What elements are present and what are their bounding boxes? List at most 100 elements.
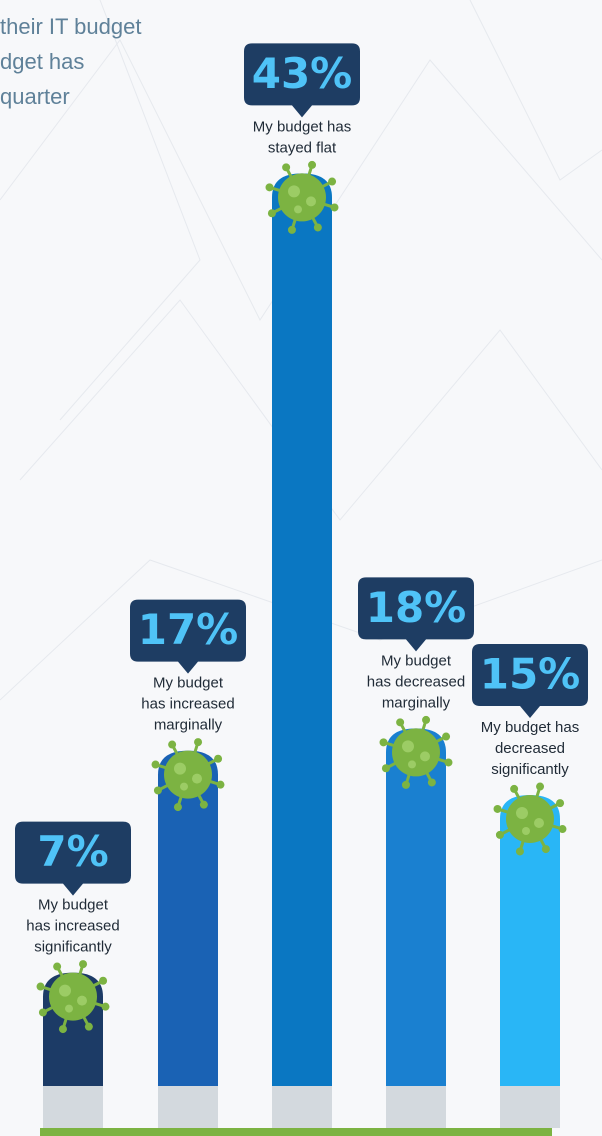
value-callout [15,821,131,896]
virus-knob [53,962,62,971]
virus-knob [536,782,545,791]
virus-knob [330,203,339,212]
virus-knob [313,223,322,232]
virus-icon [151,738,225,812]
virus-knob [214,754,223,763]
virus-knob [99,976,108,985]
virus-knob [328,177,337,186]
virus-icon [379,715,453,789]
virus-knob [84,1022,93,1031]
category-label: My budget [381,652,452,669]
virus-knob [194,738,203,747]
virus-spot [420,751,430,762]
virus-spot [65,1004,73,1013]
category-label: has decreased [367,673,465,690]
virus-knob [401,780,410,789]
virus-knob [381,764,390,773]
virus-knob [101,1002,110,1011]
virus-knob [267,209,276,218]
category-label: marginally [154,717,223,734]
category-label: decreased [495,740,565,757]
virus-spot [534,818,544,828]
virus-knob [153,786,162,795]
virus-knob [495,830,504,839]
virus-icon [265,160,339,234]
value-label: 18% [366,583,467,632]
virus-spot [522,827,530,835]
virus-body [49,972,97,1021]
virus-icon [493,782,567,856]
virus-knob [510,784,519,793]
category-label: My budget [153,675,224,692]
virus-knob [556,799,565,808]
virus-spot [59,984,71,997]
virus-spot [408,760,416,769]
virus-knob [379,738,388,747]
virus-knob [265,183,274,192]
category-label: My budget has [253,118,351,135]
virus-knob [308,160,317,169]
virus-spot [306,196,316,207]
title-line: dget has [0,49,84,74]
virus-knob [558,825,567,834]
virus-spot [294,205,302,214]
virus-spot [192,773,202,784]
virus-knob [287,225,296,234]
virus-knob [444,758,453,767]
bar-base [158,1086,218,1128]
bar [386,728,446,1128]
virus-spot [174,762,186,775]
title-line: quarter [0,84,70,109]
virus-spot [77,995,87,1006]
virus-knob [442,732,451,741]
category-label: My budget has [481,719,579,736]
virus-knob [427,778,436,787]
virus-knob [515,847,524,856]
virus-knob [199,800,208,809]
virus-knob [282,163,291,172]
bar-base [386,1086,446,1128]
category-label: significantly [34,939,112,956]
title: their IT budget dget has quarter [0,14,141,109]
virus-knob [422,715,431,724]
virus-knob [151,760,160,769]
value-callout [358,577,474,652]
virus-knob [36,982,45,991]
bar-base [500,1086,560,1128]
value-label: 15% [480,650,581,699]
bar [272,173,332,1128]
virus-spot [402,740,414,753]
virus-spot [516,807,528,819]
category-label: marginally [382,694,451,711]
bar-base [272,1086,332,1128]
virus-knob [396,718,405,727]
category-label: significantly [491,761,569,778]
virus-body [164,750,212,799]
virus-knob [79,960,88,969]
value-callout [472,644,588,718]
virus-body [506,795,554,843]
value-label: 17% [138,605,239,654]
bar [158,750,218,1128]
virus-knob [168,740,177,749]
virus-knob [173,803,182,812]
bar [500,795,560,1128]
value-label: 7% [37,827,108,876]
virus-knob [216,780,225,789]
baseline [40,1128,552,1136]
virus-body [392,728,440,777]
background-lines [0,0,602,701]
category-label: has increased [141,696,234,713]
virus-spot [288,185,300,198]
category-label: stayed flat [268,139,337,156]
virus-icon [36,960,110,1034]
category-label: My budget [38,897,109,914]
value-callout [130,599,246,674]
virus-body [278,173,326,222]
value-callout [244,43,360,118]
virus-knob [493,804,502,813]
value-label: 43% [252,49,353,98]
category-label: has increased [26,918,119,935]
virus-spot [180,782,188,791]
virus-knob [541,845,550,854]
